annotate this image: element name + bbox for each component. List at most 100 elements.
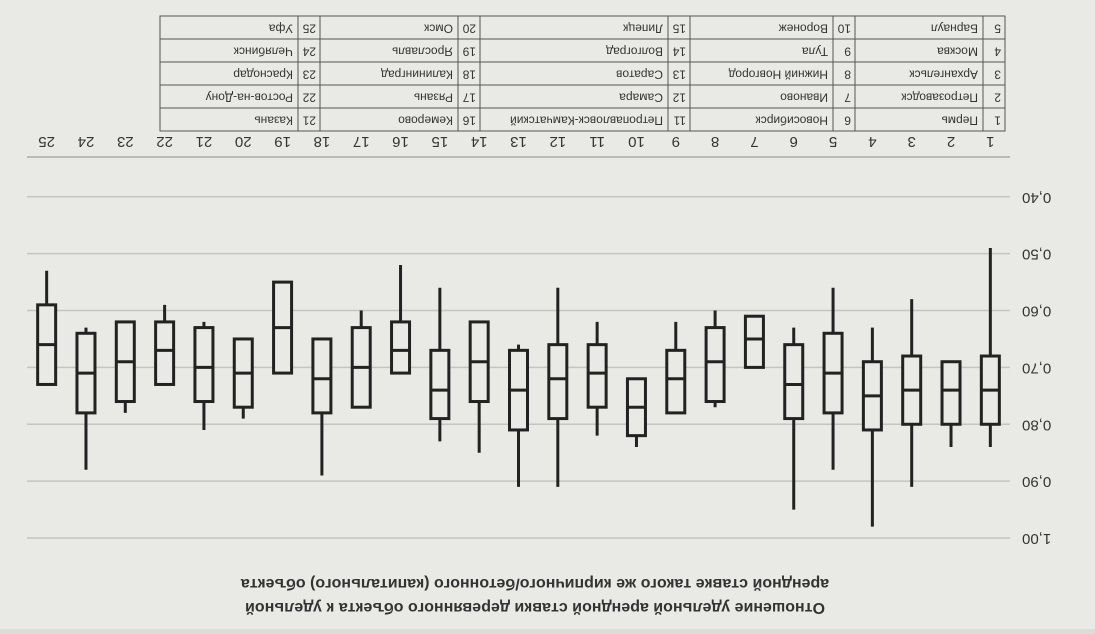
table-number: 1 bbox=[994, 113, 1001, 127]
table-number: 13 bbox=[672, 67, 686, 81]
rotated-page: Отношение удельной арендной ставки дерев… bbox=[27, 15, 1051, 616]
y-tick-label: 0,70 bbox=[1022, 359, 1051, 376]
table-city: Воронеж bbox=[779, 21, 828, 35]
x-tick-label: 20 bbox=[235, 133, 252, 150]
x-tick-label: 6 bbox=[790, 133, 798, 150]
table-city: Казань bbox=[254, 113, 293, 127]
table-number: 3 bbox=[994, 67, 1001, 81]
x-tick-label: 8 bbox=[711, 133, 719, 150]
x-tick-label: 5 bbox=[829, 133, 837, 150]
y-tick-label: 0,90 bbox=[1022, 473, 1051, 490]
x-tick-label: 24 bbox=[78, 133, 95, 150]
chart-title: арендной ставке такого же кирпичного/бет… bbox=[241, 575, 829, 592]
table-number: 12 bbox=[672, 90, 686, 104]
table-city: Тула bbox=[802, 44, 828, 58]
table-number: 16 bbox=[462, 113, 476, 127]
table-number: 14 bbox=[672, 44, 686, 58]
x-tick-label: 23 bbox=[117, 133, 134, 150]
table-number: 24 bbox=[302, 44, 316, 58]
table-number: 17 bbox=[462, 90, 476, 104]
x-tick-label: 7 bbox=[750, 133, 758, 150]
box bbox=[665, 348, 687, 415]
table-city: Ростов-на-Дону bbox=[206, 90, 293, 104]
x-tick-label: 17 bbox=[353, 133, 370, 150]
x-tick-label: 4 bbox=[868, 133, 876, 150]
table-city: Ярославль bbox=[392, 44, 453, 58]
x-tick-label: 3 bbox=[908, 133, 916, 150]
table-number: 10 bbox=[837, 21, 851, 35]
x-tick-label: 12 bbox=[549, 133, 566, 150]
table-number: 15 bbox=[672, 21, 686, 35]
x-tick-label: 2 bbox=[947, 133, 955, 150]
table-number: 8 bbox=[844, 67, 851, 81]
table-city: Калининград bbox=[381, 67, 453, 81]
box bbox=[390, 320, 412, 375]
box bbox=[429, 348, 451, 421]
table-number: 6 bbox=[844, 113, 851, 127]
table-city: Саратов bbox=[616, 67, 663, 81]
table-number: 18 bbox=[462, 67, 476, 81]
table-number: 2 bbox=[994, 90, 1001, 104]
x-tick-label: 19 bbox=[274, 133, 291, 150]
table-city: Петрозаводск bbox=[901, 90, 978, 104]
table-city: Архангельск bbox=[909, 67, 978, 81]
y-tick-label: 0,40 bbox=[1022, 189, 1051, 206]
table-number: 19 bbox=[462, 44, 476, 58]
box bbox=[311, 337, 333, 415]
x-tick-label: 21 bbox=[196, 133, 213, 150]
box bbox=[154, 320, 176, 386]
table-city: Пермь bbox=[942, 113, 978, 127]
y-tick-label: 1,00 bbox=[1022, 530, 1051, 547]
table-city: Омск bbox=[423, 21, 453, 35]
y-tick-label: 0,50 bbox=[1022, 246, 1051, 263]
box bbox=[586, 343, 608, 409]
table-number: 9 bbox=[844, 44, 851, 58]
table-number: 5 bbox=[994, 21, 1001, 35]
x-tick-label: 22 bbox=[156, 133, 173, 150]
table-city: Рязань bbox=[414, 90, 453, 104]
table-city: Самара bbox=[619, 90, 663, 104]
table-number: 21 bbox=[302, 113, 316, 127]
table-city: Москва bbox=[937, 44, 978, 58]
table-city: Липецк bbox=[622, 21, 663, 35]
table-number: 23 bbox=[302, 67, 316, 81]
y-tick-label: 0,80 bbox=[1022, 416, 1051, 433]
table-city: Волгоград bbox=[606, 44, 663, 58]
table-number: 7 bbox=[844, 90, 851, 104]
table-city: Кемерово bbox=[398, 113, 453, 127]
x-tick-label: 9 bbox=[672, 133, 680, 150]
x-tick-label: 15 bbox=[432, 133, 449, 150]
box bbox=[704, 326, 726, 404]
table-city: Нижний Новгород bbox=[729, 67, 828, 81]
table-city: Новосибирск bbox=[755, 113, 828, 127]
table-number: 20 bbox=[462, 21, 476, 35]
x-tick-label: 25 bbox=[38, 133, 55, 150]
box bbox=[743, 314, 765, 369]
y-tick-label: 0,60 bbox=[1022, 303, 1051, 320]
x-tick-label: 18 bbox=[314, 133, 331, 150]
x-tick-label: 13 bbox=[510, 133, 527, 150]
table-city: Иваново bbox=[780, 90, 828, 104]
table-city: Петропавловск-Камчатский bbox=[510, 113, 663, 127]
table-number: 11 bbox=[673, 113, 686, 127]
table-number: 25 bbox=[302, 21, 316, 35]
x-tick-label: 10 bbox=[628, 133, 645, 150]
table-number: 4 bbox=[994, 44, 1001, 58]
table-city: Челябинск bbox=[233, 44, 293, 58]
table-number: 22 bbox=[302, 90, 316, 104]
box bbox=[783, 343, 805, 421]
x-tick-label: 11 bbox=[589, 133, 605, 150]
table-city: Краснодар bbox=[233, 67, 293, 81]
x-tick-label: 1 bbox=[986, 133, 994, 150]
box bbox=[940, 360, 962, 426]
table-city: Барнаул bbox=[931, 21, 978, 35]
box bbox=[547, 343, 569, 421]
box bbox=[193, 326, 215, 404]
x-tick-label: 14 bbox=[471, 133, 488, 150]
chart-title: Отношение удельной арендной ставки дерев… bbox=[245, 599, 825, 616]
x-tick-label: 16 bbox=[392, 133, 409, 150]
legend-table: 1 Пермь 2 Петрозаводск 3 Архангельск 4 Москва 5 Б… bbox=[159, 15, 1006, 132]
table-city: Уфа bbox=[269, 21, 293, 35]
